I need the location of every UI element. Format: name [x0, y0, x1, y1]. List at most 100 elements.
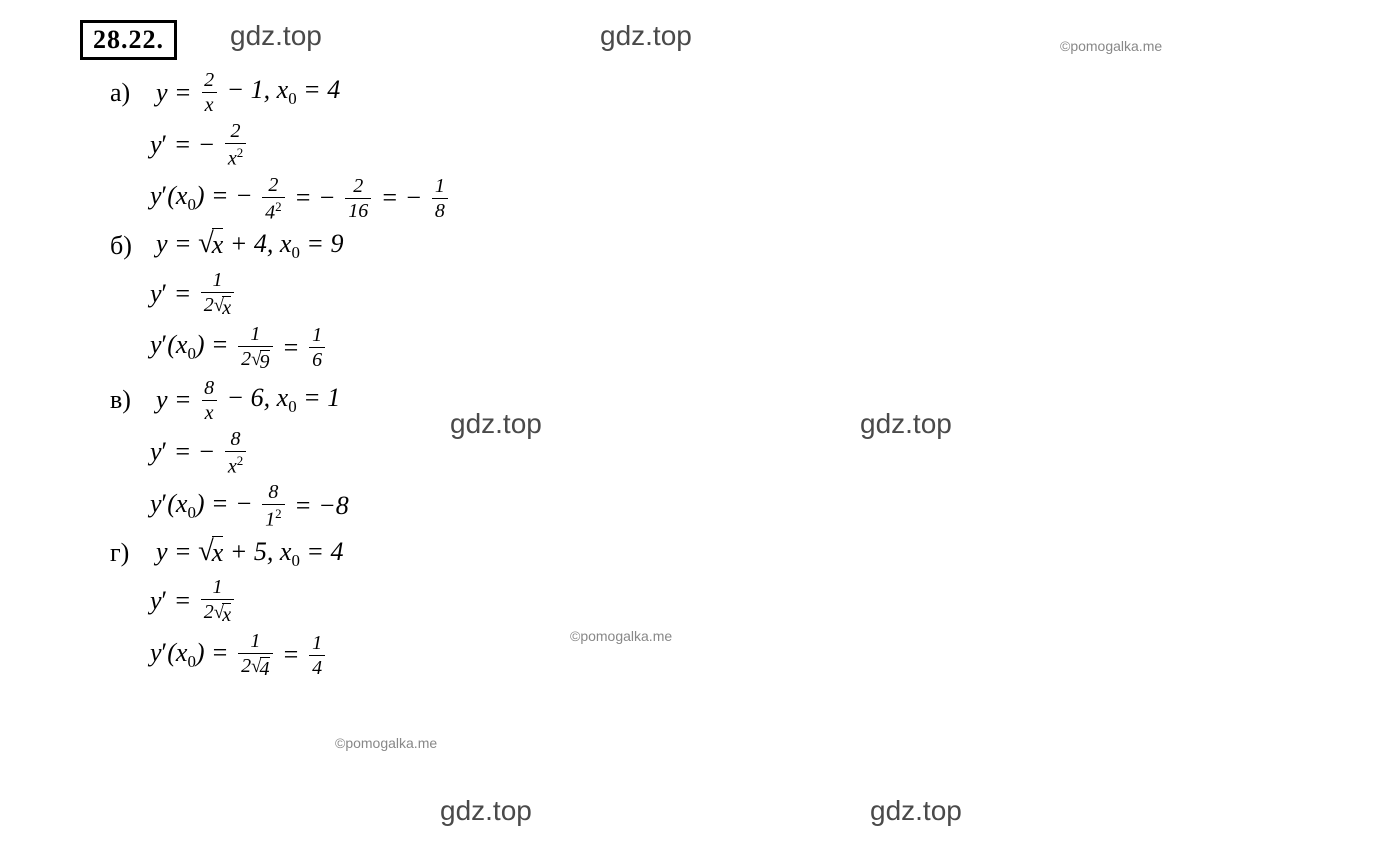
fraction: 1 2√x	[201, 577, 234, 625]
part-g-eval: y′(x0) = 1 2√4 = 1 4	[150, 631, 1380, 679]
numerator: 2	[265, 175, 281, 197]
numerator: 2	[350, 176, 366, 198]
watermark-gdz: gdz.top	[870, 795, 962, 827]
watermark-gdz: gdz.top	[440, 795, 532, 827]
math-text: y =	[156, 385, 198, 415]
part-v-given: в) y = 8 x − 6, x0 = 1	[110, 378, 1380, 423]
math-text: y′(x0) =	[150, 638, 235, 672]
math-text: y′(x0) =	[150, 330, 235, 364]
numerator: 8	[265, 482, 281, 504]
math-text: y′ = −	[150, 130, 222, 160]
part-v-eval: y′(x0) = − 8 12 = −8	[150, 482, 1380, 530]
part-a-eval: y′(x0) = − 2 42 = − 2 16 = − 1 8	[150, 175, 1380, 223]
math-text: − 1, x0 = 4	[220, 75, 340, 109]
math-text: = −	[288, 183, 343, 213]
part-g-deriv: y′ = 1 2√x	[150, 577, 1380, 625]
numerator: 1	[309, 325, 325, 347]
denominator: 2√x	[201, 599, 234, 625]
problem-number: 28.22.	[80, 20, 177, 60]
numerator: 2	[228, 121, 244, 143]
x0: 4	[330, 537, 343, 566]
math-text: − 6, x0 = 1	[220, 383, 340, 417]
denominator: 8	[432, 198, 448, 221]
radicand: 9	[260, 350, 270, 372]
numerator: 1	[247, 631, 263, 653]
const: − 6	[227, 383, 264, 412]
result: −8	[318, 491, 349, 520]
denominator: x	[202, 400, 217, 423]
label-v: в)	[110, 385, 142, 415]
watermark-pomogalka: ©pomogalka.me	[1060, 38, 1162, 54]
fraction: 2 16	[345, 176, 371, 221]
part-a-deriv: y′ = − 2 x2	[150, 121, 1380, 169]
fraction: 8 12	[262, 482, 285, 530]
base: 1	[265, 509, 275, 531]
part-b-deriv: y′ = 1 2√x	[150, 270, 1380, 318]
watermark-gdz: gdz.top	[600, 20, 692, 52]
fraction: 1 2√9	[238, 324, 272, 372]
part-v-deriv: y′ = − 8 x2	[150, 429, 1380, 477]
numerator: 1	[309, 633, 325, 655]
denominator: 2√x	[201, 292, 234, 318]
math-text: y′(x0) = −	[150, 181, 259, 215]
math-text: = −	[374, 183, 429, 213]
part-a-given: а) y = 2 x − 1, x0 = 4	[110, 70, 1380, 115]
exp: 2	[275, 199, 282, 214]
denominator: 42	[262, 197, 285, 223]
const: + 4	[230, 229, 267, 258]
numerator: 1	[247, 324, 263, 346]
x0: 1	[327, 383, 340, 412]
numerator: 1	[209, 270, 225, 292]
math-text: =	[276, 333, 307, 363]
numerator: 8	[228, 429, 244, 451]
fraction: 2 x	[201, 70, 217, 115]
numerator: 1	[209, 577, 225, 599]
watermark-gdz: gdz.top	[230, 20, 322, 52]
math-text: y′(x0) = −	[150, 489, 259, 523]
fraction: 8 x2	[225, 429, 246, 477]
exp: 2	[275, 506, 282, 521]
denominator: x2	[225, 143, 246, 169]
fraction: 1 4	[309, 633, 325, 678]
math-text: y′ =	[150, 279, 198, 309]
math-text: =	[276, 640, 307, 670]
denominator: 2√9	[238, 346, 272, 372]
fraction: 1 2√4	[238, 631, 272, 679]
denominator: x2	[225, 451, 246, 477]
part-b-eval: y′(x0) = 1 2√9 = 1 6	[150, 324, 1380, 372]
numerator: 8	[201, 378, 217, 400]
math-text: y =	[156, 78, 198, 108]
fraction: 2 x2	[225, 121, 246, 169]
watermark-gdz: gdz.top	[860, 408, 952, 440]
denominator: 16	[345, 198, 371, 221]
denominator: 6	[309, 347, 325, 370]
const: − 1	[227, 75, 264, 104]
fraction: 2 42	[262, 175, 285, 223]
math-text: y = √x + 5, x0 = 4	[156, 536, 343, 571]
part-b-given: б) y = √x + 4, x0 = 9	[110, 228, 1380, 263]
math-text: = −8	[288, 491, 349, 521]
fraction: 8 x	[201, 378, 217, 423]
math-text: y = √x + 4, x0 = 9	[156, 228, 343, 263]
fraction: 1 2√x	[201, 270, 234, 318]
fraction: 1 6	[309, 325, 325, 370]
base: 4	[265, 201, 275, 223]
denominator: 12	[262, 504, 285, 530]
const: + 5	[230, 537, 267, 566]
numerator: 1	[432, 176, 448, 198]
label-b: б)	[110, 231, 142, 261]
part-g-given: г) y = √x + 5, x0 = 4	[110, 536, 1380, 571]
denominator: 2√4	[238, 653, 272, 679]
math-text: y′ = −	[150, 437, 222, 467]
math-text: y′ =	[150, 586, 198, 616]
watermark-gdz: gdz.top	[450, 408, 542, 440]
x0: 9	[330, 229, 343, 258]
radicand: 4	[260, 657, 270, 679]
label-a: а)	[110, 78, 142, 108]
label-g: г)	[110, 538, 142, 568]
numerator: 2	[201, 70, 217, 92]
watermark-pomogalka: ©pomogalka.me	[570, 628, 672, 644]
x0: 4	[327, 75, 340, 104]
denominator: 4	[309, 655, 325, 678]
denominator: x	[202, 92, 217, 115]
